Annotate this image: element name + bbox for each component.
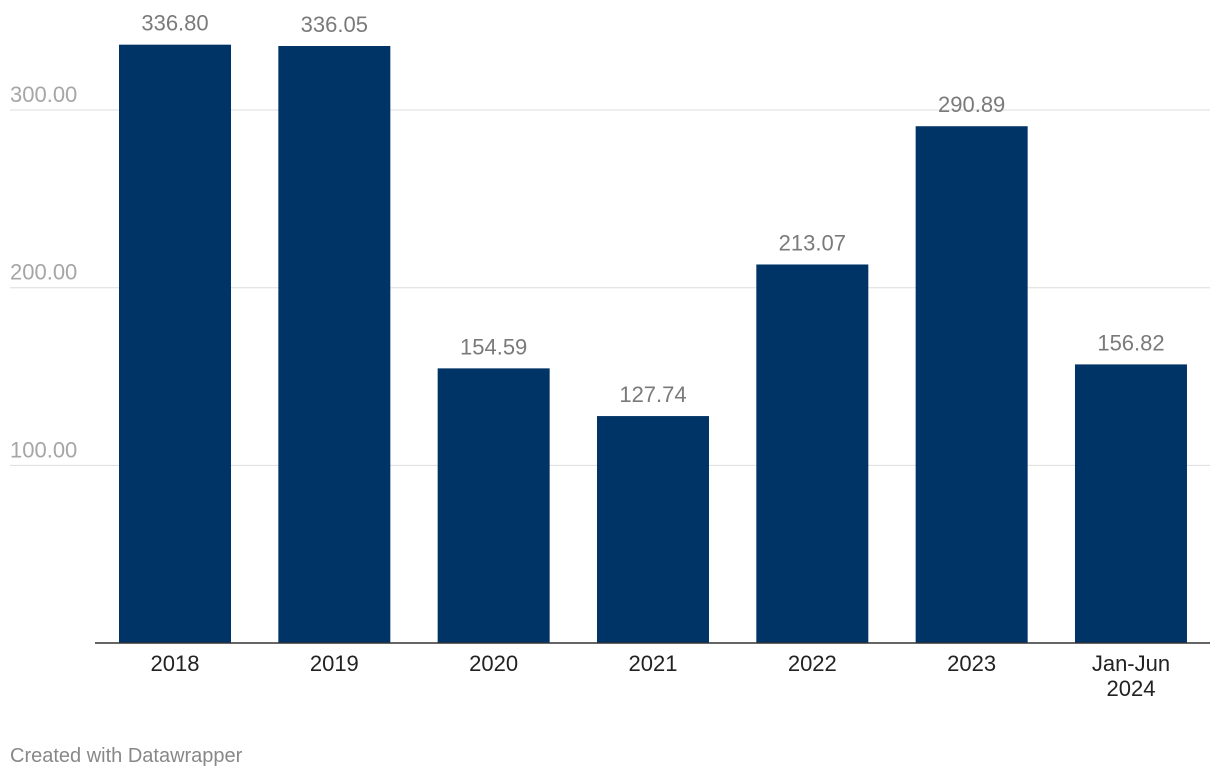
x-tick-label-line: Jan-Jun (1092, 651, 1170, 676)
y-tick-label: 300.00 (10, 82, 77, 107)
bar-2020 (437, 368, 550, 643)
bar-jan-jun-2024 (1074, 364, 1187, 643)
x-tick-label-line: 2024 (1107, 676, 1156, 701)
y-tick-label: 200.00 (10, 260, 77, 285)
data-label: 154.59 (460, 334, 527, 359)
x-tick-label: 2023 (947, 651, 996, 676)
bar-2018 (119, 44, 231, 643)
x-tick-label: 2020 (469, 651, 518, 676)
bar-2023 (915, 126, 1028, 644)
x-tick-label: 2019 (310, 651, 359, 676)
bar-layer (119, 44, 1187, 644)
data-label: 156.82 (1097, 330, 1164, 355)
bar-2019 (278, 46, 391, 643)
data-label: 336.80 (141, 11, 208, 36)
data-label: 290.89 (938, 92, 1005, 117)
label-layer: 100.00 200.00 300.00 336.80 2018 336.05 2019 15… (10, 11, 1170, 701)
bar-2022 (756, 264, 869, 643)
data-label: 336.05 (301, 12, 368, 37)
x-tick-label: 2022 (788, 651, 837, 676)
datawrapper-credit: Created with Datawrapper (10, 745, 243, 767)
y-tick-label: 100.00 (10, 437, 77, 462)
data-label: 213.07 (779, 230, 846, 255)
bar-2021 (596, 416, 709, 643)
x-tick-label: 2021 (629, 651, 678, 676)
x-tick-label: 2018 (151, 651, 200, 676)
data-label: 127.74 (619, 382, 686, 407)
x-tick-label: Jan-Jun 2024 (1092, 651, 1170, 701)
